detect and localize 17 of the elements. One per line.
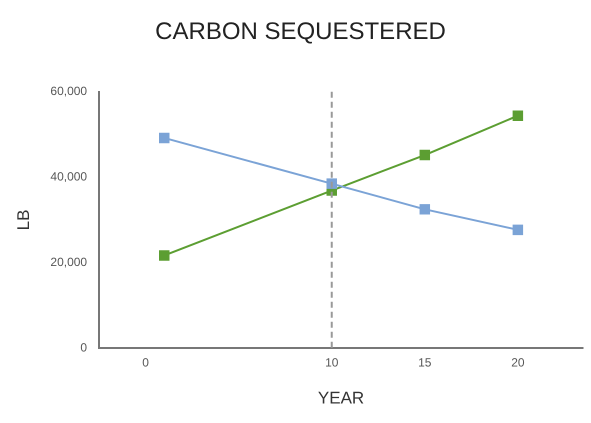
y-tick-label: 60,000 xyxy=(50,84,88,98)
x-tick-label: 10 xyxy=(325,356,339,370)
point xyxy=(512,224,524,236)
point xyxy=(159,132,170,144)
point xyxy=(420,204,430,215)
y-tick-label: 40,000 xyxy=(50,170,88,184)
point xyxy=(159,250,170,261)
chart-title: CARBON SEQUESTERED xyxy=(155,18,446,46)
y-axis-title: LB xyxy=(14,210,33,230)
y-tick-label: 0 xyxy=(80,340,88,355)
x-tick-label: 20 xyxy=(511,356,525,370)
x-tick-label: 15 xyxy=(418,356,432,370)
x-axis-title: YEAR xyxy=(318,388,364,408)
y-tick-label: 20,000 xyxy=(50,255,88,270)
point xyxy=(420,150,430,160)
point xyxy=(512,110,524,121)
x-tick-label: 0 xyxy=(142,356,150,370)
